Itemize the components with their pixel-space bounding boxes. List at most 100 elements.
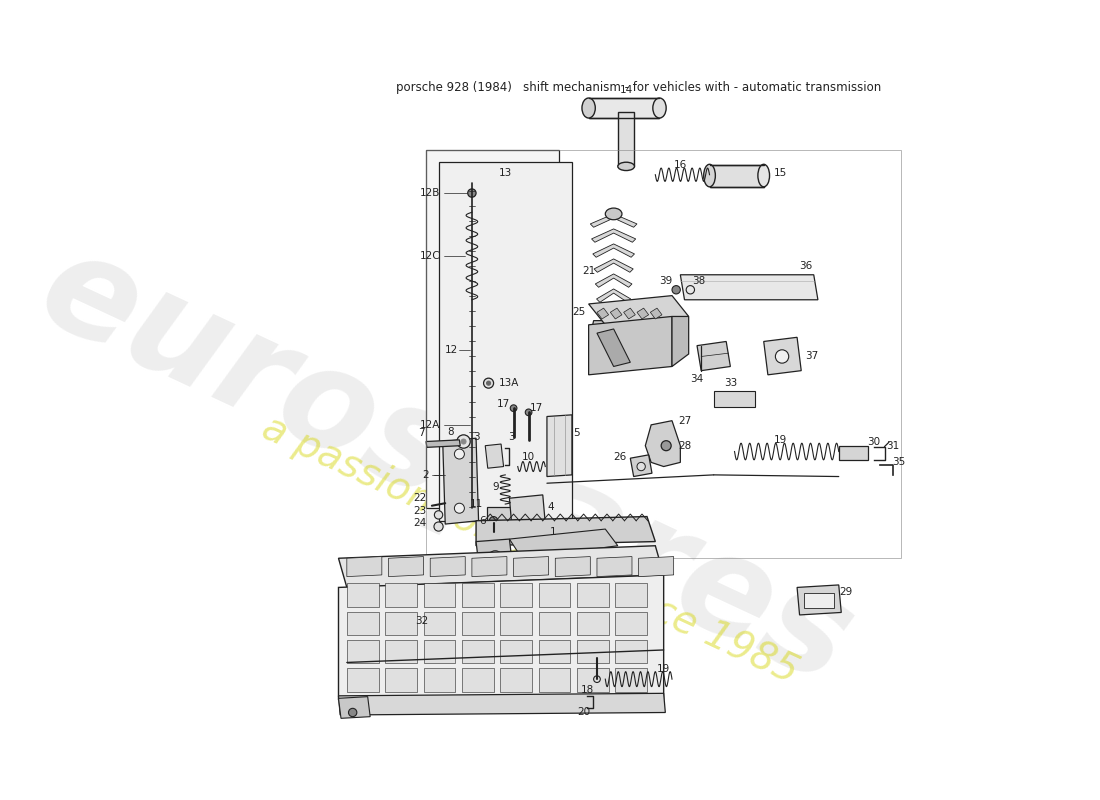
Circle shape [461,439,466,444]
Ellipse shape [582,98,595,118]
Polygon shape [597,308,608,319]
Circle shape [672,286,680,294]
Text: 24: 24 [414,518,427,528]
Circle shape [487,550,503,566]
Text: 23: 23 [414,506,427,516]
Bar [578,583,608,606]
Polygon shape [610,308,621,319]
Circle shape [594,676,601,682]
Text: 7: 7 [419,428,426,438]
Polygon shape [697,342,730,370]
Polygon shape [639,557,673,577]
Polygon shape [339,546,663,587]
Bar [804,594,834,608]
Polygon shape [597,329,630,366]
Bar [500,612,532,635]
Text: 38: 38 [692,276,705,286]
Text: 30: 30 [867,437,880,446]
Bar [346,583,378,606]
Polygon shape [514,557,549,577]
Bar [424,668,455,692]
Text: 19: 19 [657,664,670,674]
Text: porsche 928 (1984)   shift mechanism - for vehicles with - automatic transmissio: porsche 928 (1984) shift mechanism - for… [396,82,881,94]
Bar [385,612,417,635]
Polygon shape [439,162,572,521]
Bar [462,640,494,663]
Polygon shape [798,585,842,615]
Bar [462,583,494,606]
Text: 3: 3 [473,432,480,442]
Polygon shape [618,112,635,166]
Polygon shape [680,274,818,300]
Polygon shape [426,440,460,447]
Bar [487,506,512,525]
Bar [424,583,455,606]
Polygon shape [346,557,382,577]
Text: 16: 16 [673,160,688,170]
Bar [385,640,417,663]
Text: 28: 28 [678,441,691,450]
Polygon shape [591,214,637,227]
Text: 1: 1 [550,526,557,537]
Circle shape [434,522,443,531]
Bar [714,391,756,406]
Polygon shape [672,317,689,366]
Text: 27: 27 [678,416,691,426]
Polygon shape [588,317,672,375]
Ellipse shape [758,164,770,187]
Bar [539,612,570,635]
Circle shape [637,462,646,470]
Text: 14: 14 [619,85,632,94]
Ellipse shape [605,208,621,220]
Polygon shape [592,229,636,242]
Text: 9: 9 [492,482,498,492]
Bar [424,640,455,663]
Text: 25: 25 [572,307,585,318]
Circle shape [486,176,491,182]
Bar [346,612,378,635]
Text: 13: 13 [498,168,512,178]
Polygon shape [593,244,635,258]
Polygon shape [591,321,637,336]
Bar [500,668,532,692]
Text: 31: 31 [887,441,900,450]
Bar [462,612,494,635]
Text: 3: 3 [508,432,515,442]
Polygon shape [476,517,656,546]
Text: 34: 34 [691,374,704,384]
Text: 2: 2 [422,470,429,480]
Text: 11: 11 [471,499,484,509]
Bar [615,612,647,635]
Bar [615,668,647,692]
Text: 18: 18 [581,685,594,695]
Circle shape [490,517,497,525]
Bar [424,612,455,635]
Bar [615,640,647,663]
Polygon shape [646,421,680,466]
Text: 5: 5 [573,428,581,438]
Polygon shape [388,557,424,577]
Polygon shape [594,259,634,272]
Bar [426,150,901,558]
Bar [578,640,608,663]
Polygon shape [509,495,546,526]
Text: 37: 37 [805,351,818,362]
Polygon shape [339,697,371,718]
Polygon shape [630,455,652,477]
Polygon shape [556,557,591,577]
Text: 17: 17 [530,403,543,413]
Polygon shape [839,446,868,460]
Bar [539,668,570,692]
Text: 15: 15 [773,168,786,178]
Polygon shape [595,274,632,287]
Text: 10: 10 [522,451,536,462]
Text: 6: 6 [480,516,486,526]
Polygon shape [339,575,663,700]
Ellipse shape [704,164,715,187]
Polygon shape [442,438,478,524]
Circle shape [454,503,464,514]
Circle shape [484,174,494,184]
Bar [500,583,532,606]
Polygon shape [597,557,632,577]
Circle shape [468,189,476,198]
